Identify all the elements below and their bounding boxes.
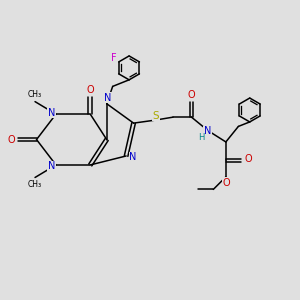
Text: O: O	[86, 85, 94, 95]
Text: O: O	[188, 90, 195, 100]
Text: N: N	[129, 152, 136, 163]
Text: N: N	[104, 93, 112, 103]
Text: F: F	[112, 53, 117, 63]
Text: N: N	[48, 161, 55, 171]
Text: N: N	[204, 126, 211, 136]
Text: O: O	[8, 134, 15, 145]
Text: H: H	[198, 133, 205, 142]
Text: N: N	[48, 108, 55, 118]
Text: O: O	[223, 178, 231, 188]
Text: S: S	[153, 111, 159, 121]
Text: CH₃: CH₃	[27, 90, 41, 99]
Text: CH₃: CH₃	[27, 180, 41, 189]
Text: O: O	[244, 154, 252, 164]
